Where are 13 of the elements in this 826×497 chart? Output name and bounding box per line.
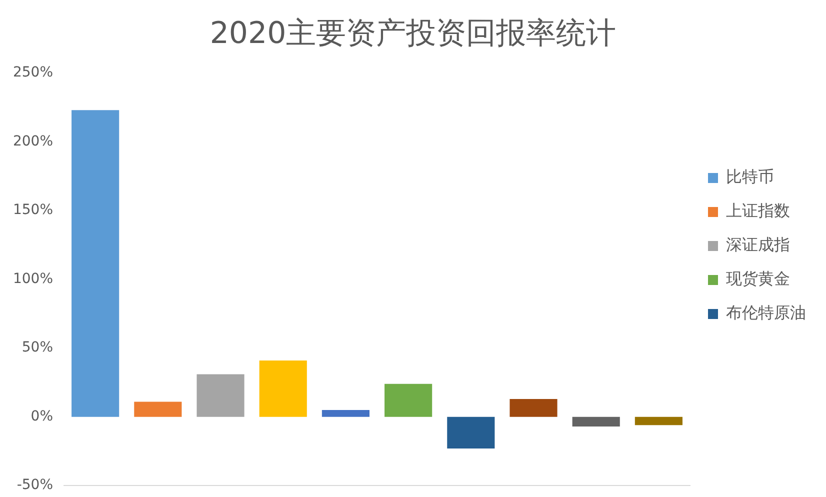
y-tick-label: 50% [22, 340, 54, 356]
y-tick-label: 0% [30, 408, 54, 424]
legend-label: 上证指数 [726, 201, 790, 220]
y-tick-label: 150% [12, 202, 54, 218]
y-tick-label: 250% [12, 64, 54, 81]
y-tick-label: 100% [12, 270, 54, 287]
chart-title: 2020主要资产投资回报率统计 [210, 16, 616, 51]
y-tick-label: 200% [12, 133, 54, 150]
legend-label: 现货黄金 [726, 269, 790, 288]
legend-label: 布伦特原油 [726, 303, 806, 322]
y-tick-label: -50% [16, 477, 54, 494]
legend-label: 比特币 [726, 167, 774, 186]
legend-label: 深证成指 [726, 235, 790, 254]
